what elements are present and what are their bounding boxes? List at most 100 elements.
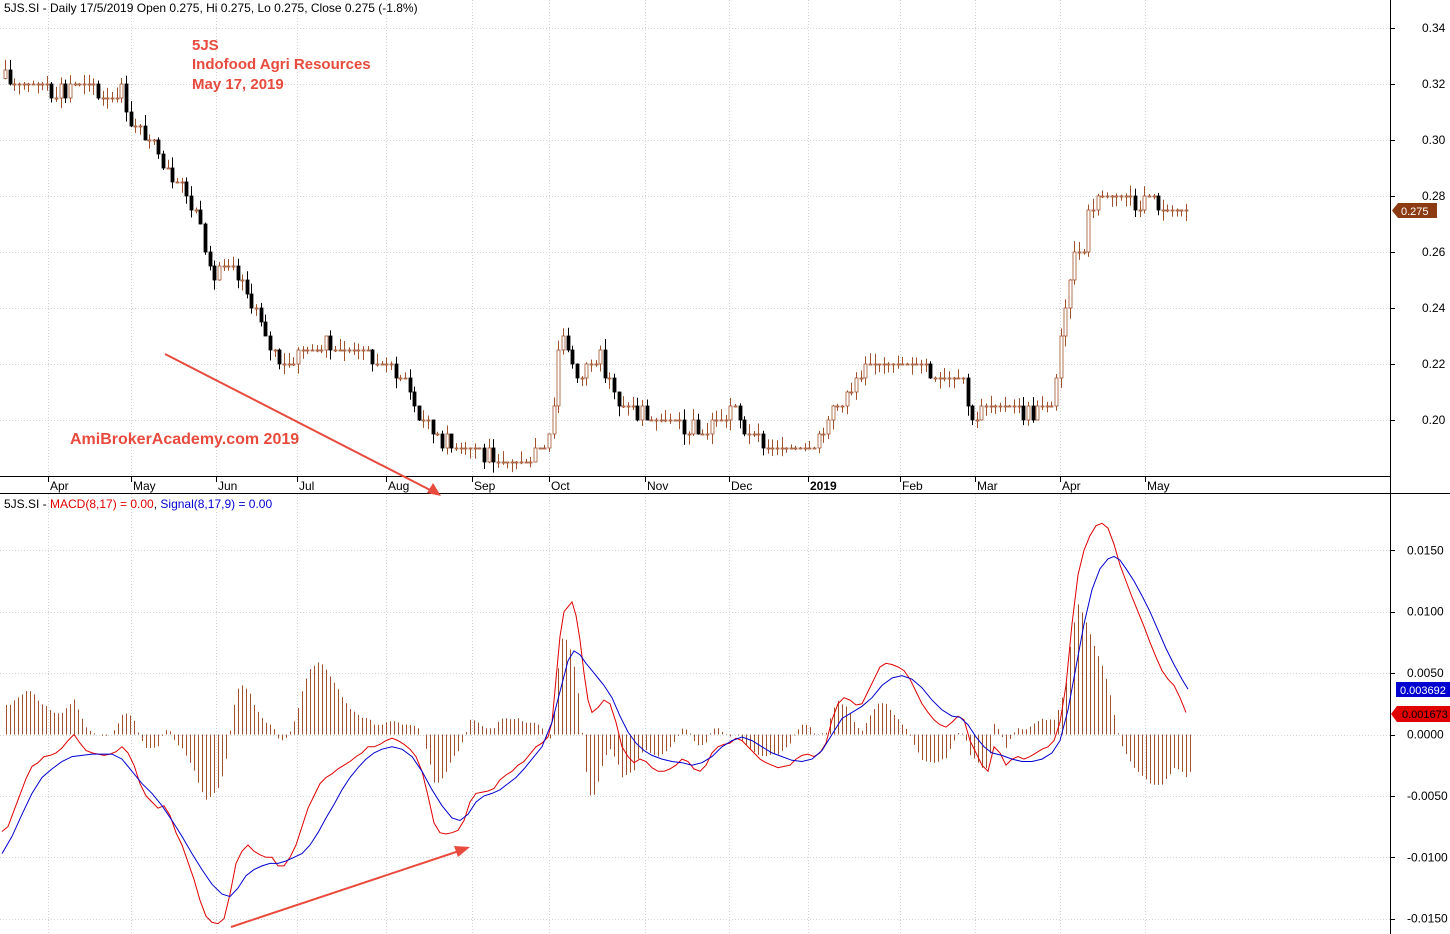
signal-value-tag: 0.003692 — [1396, 682, 1450, 697]
price-bar-body — [426, 419, 431, 422]
price-bar-body — [621, 405, 626, 408]
price-bar-body — [1128, 195, 1133, 198]
price-bar-body — [143, 125, 148, 141]
price-bar-body — [226, 265, 231, 268]
x-tick-label: Nov — [647, 479, 668, 493]
price-bar-body — [1142, 195, 1147, 211]
price-bar-body — [747, 433, 752, 436]
price-bar-body — [212, 265, 217, 281]
price-bar-body — [766, 447, 771, 450]
price-bar-body — [431, 419, 436, 435]
price-bar-body — [993, 405, 998, 408]
price-bar-body — [8, 69, 13, 85]
price-bar-body — [147, 139, 152, 142]
price-bar-body — [1026, 405, 1031, 421]
price-bar-body — [1091, 209, 1096, 212]
price-bar-body — [152, 139, 157, 142]
price-bar-body — [380, 363, 385, 366]
price-bar-body — [975, 419, 980, 422]
x-tick-label: Sep — [474, 479, 496, 493]
price-trend-arrow — [164, 353, 435, 493]
annotation-line-2: Indofood Agri Resources — [192, 56, 371, 73]
price-bar-body — [1105, 195, 1110, 198]
price-bar-body — [1068, 279, 1073, 309]
price-bar-body — [254, 307, 259, 310]
price-bar-body — [40, 83, 45, 86]
price-bar-body — [584, 363, 589, 379]
price-bar-body — [240, 279, 245, 282]
price-bar-body — [435, 433, 440, 436]
price-bar-body — [1049, 405, 1054, 408]
price-bar-body — [1096, 195, 1101, 211]
price-bar-body — [1012, 405, 1017, 408]
price-bar-body — [924, 363, 929, 366]
price-bar-body — [1077, 251, 1082, 254]
x-tick-label: May — [133, 479, 156, 493]
price-bar-body — [259, 307, 264, 323]
price-bar-body — [249, 293, 254, 309]
chart-grid — [0, 0, 1390, 934]
price-bar-body — [347, 349, 352, 352]
price-bar-body — [133, 125, 138, 128]
price-bar-body — [87, 83, 92, 86]
price-bar-body — [761, 433, 766, 449]
price-bar-body — [635, 405, 640, 421]
price-bar-body — [222, 265, 227, 268]
price-bar-body — [1110, 195, 1115, 198]
price-bar-body — [966, 377, 971, 407]
price-bar-body — [803, 447, 808, 450]
price-bar-body — [370, 349, 375, 365]
price-bar-body — [194, 209, 199, 212]
price-bar-body — [905, 363, 910, 366]
macd-y-tick-label: -0.0150 — [1407, 912, 1448, 926]
price-bar-body — [54, 97, 59, 100]
price-bar-body — [63, 83, 68, 99]
price-bar-body — [677, 419, 682, 422]
price-bar-body — [156, 139, 161, 155]
price-bar-body — [1179, 209, 1184, 212]
price-bar-body — [1138, 209, 1143, 212]
price-bar-body — [1114, 195, 1119, 198]
price-bar-body — [1124, 195, 1129, 198]
x-tick-label: Mar — [977, 479, 998, 493]
macd-line — [1, 522, 1187, 925]
price-bar-body — [561, 335, 566, 351]
price-bar-body — [468, 447, 473, 450]
macd-y-tick-label: 0.0000 — [1407, 728, 1444, 742]
price-bar-body — [900, 363, 905, 366]
price-bar-body — [263, 321, 268, 337]
price-bar-body — [793, 447, 798, 450]
macd-header-signal: Signal(8,17,9) = 0.00 — [160, 497, 272, 511]
y-tick-label: 0.24 — [1422, 301, 1446, 315]
macd-y-tick-label: 0.0150 — [1407, 543, 1444, 557]
price-bar-body — [268, 335, 273, 351]
price-bar-body — [184, 181, 189, 197]
price-bar-body — [412, 391, 417, 407]
price-bar-body — [691, 419, 696, 435]
price-bar-body — [733, 405, 738, 408]
price-bar-body — [175, 181, 180, 184]
price-bar-body — [338, 349, 343, 352]
price-bar-body — [1045, 405, 1050, 408]
price-bar-body — [68, 83, 73, 99]
price-bar-body — [756, 433, 761, 436]
x-tick-label: 2019 — [810, 479, 837, 493]
price-bar-body — [189, 195, 194, 211]
price-bar-body — [22, 83, 27, 86]
price-bar-body — [631, 405, 636, 408]
price-bar-body — [594, 363, 599, 366]
price-bar-body — [896, 363, 901, 366]
price-bar-body — [208, 251, 213, 267]
price-bar-body — [910, 363, 915, 366]
price-bar-body — [96, 83, 101, 99]
price-bar-body — [180, 181, 185, 184]
price-bar-body — [91, 83, 96, 86]
price-bar-body — [403, 377, 408, 380]
price-bar-body — [170, 167, 175, 183]
price-bar-body — [668, 419, 673, 422]
price-bar-body — [714, 419, 719, 422]
price-bar-body — [649, 419, 654, 422]
price-bar-body — [315, 349, 320, 352]
price-bar-body — [124, 83, 129, 113]
price-bar-body — [328, 335, 333, 351]
